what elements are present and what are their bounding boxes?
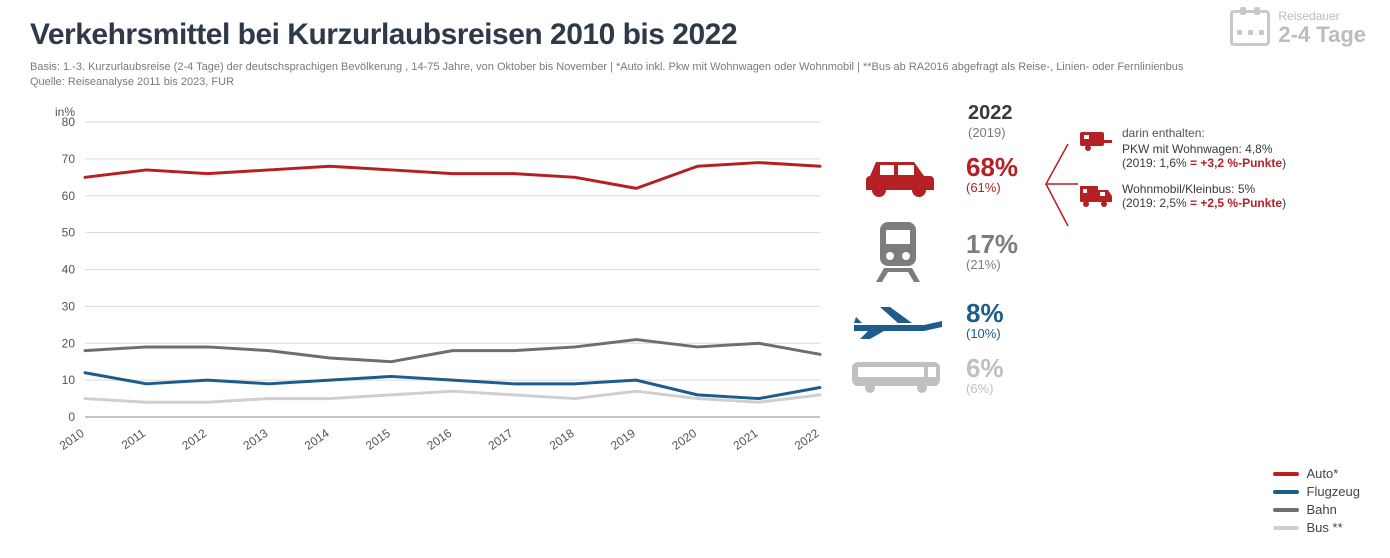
detail-a-line1: PKW mit Wohnwagen: 4,8%: [1122, 142, 1286, 156]
svg-text:40: 40: [62, 263, 76, 277]
auto-detail: darin enthalten: PKW mit Wohnwagen: 4,8%…: [1078, 126, 1286, 222]
legend-swatch: [1273, 472, 1299, 476]
badge-value: 2-4 Tage: [1278, 23, 1366, 46]
detail-b-line1: Wohnmobil/Kleinbus: 5%: [1122, 182, 1286, 196]
legend: Auto* Flugzeug Bahn Bus **: [1273, 466, 1360, 538]
legend-swatch: [1273, 508, 1299, 512]
summary-value-auto: 68%: [966, 154, 1036, 180]
svg-text:2021: 2021: [731, 426, 761, 453]
svg-text:in%: in%: [55, 105, 75, 119]
svg-text:50: 50: [62, 226, 76, 240]
svg-text:30: 30: [62, 300, 76, 314]
svg-text:20: 20: [62, 337, 76, 351]
summary-row-bus: 6%(6%): [848, 355, 1360, 396]
summary-year: 2022: [968, 102, 1360, 125]
svg-text:2022: 2022: [792, 426, 822, 453]
svg-text:60: 60: [62, 189, 76, 203]
svg-text:2017: 2017: [486, 426, 516, 453]
detail-a-post: ): [1282, 156, 1286, 170]
legend-label: Flugzeug: [1307, 484, 1360, 499]
plane-icon: [848, 301, 948, 341]
svg-text:2018: 2018: [547, 426, 577, 453]
calendar-icon: [1230, 10, 1270, 46]
badge-label: Reisedauer: [1278, 10, 1366, 23]
legend-swatch: [1273, 490, 1299, 494]
svg-text:2016: 2016: [424, 426, 454, 453]
svg-text:2010: 2010: [57, 426, 87, 453]
detail-b-pre: (2019: 2,5%: [1122, 196, 1190, 210]
svg-text:0: 0: [68, 410, 75, 424]
bus-icon: [848, 356, 948, 396]
summary-row-bahn: 17%(21%): [848, 216, 1360, 286]
summary-value-bus: 6%: [966, 355, 1036, 381]
car-icon: [848, 146, 948, 202]
svg-text:2013: 2013: [241, 426, 271, 453]
summary-value-flug: 8%: [966, 300, 1036, 326]
duration-badge: Reisedauer 2-4 Tage: [1230, 10, 1366, 46]
svg-text:2020: 2020: [669, 426, 699, 453]
legend-label: Bus **: [1307, 520, 1343, 535]
detail-b-chg: = +2,5 %-Punkte: [1190, 196, 1282, 210]
svg-text:2014: 2014: [302, 426, 332, 453]
svg-text:10: 10: [62, 373, 76, 387]
svg-text:2011: 2011: [119, 426, 148, 452]
summary-value-bahn: 17%: [966, 231, 1036, 257]
detail-heading: darin enthalten:: [1122, 126, 1286, 140]
basis-text: Basis: 1.-3. Kurzurlaubsreise (2-4 Tage)…: [30, 60, 1360, 74]
legend-item-bus: Bus **: [1273, 520, 1360, 535]
legend-label: Auto*: [1307, 466, 1339, 481]
chart-title: Verkehrsmittel bei Kurzurlaubsreisen 201…: [30, 18, 1360, 52]
camper-icon: [1078, 182, 1114, 208]
summary-ref-auto: (61%): [966, 180, 1036, 195]
summary-ref-bus: (6%): [966, 381, 1036, 396]
svg-text:2015: 2015: [363, 426, 393, 453]
detail-a-pre: (2019: 1,6%: [1122, 156, 1190, 170]
svg-text:2019: 2019: [608, 426, 638, 453]
summary-ref-flug: (10%): [966, 326, 1036, 341]
legend-swatch: [1273, 526, 1299, 530]
summary-ref-bahn: (21%): [966, 257, 1036, 272]
detail-b-post: ): [1282, 196, 1286, 210]
legend-item-auto: Auto*: [1273, 466, 1360, 481]
detail-a-chg: = +3,2 %-Punkte: [1190, 156, 1282, 170]
summary-row-flug: 8%(10%): [848, 300, 1360, 341]
legend-item-bahn: Bahn: [1273, 502, 1360, 517]
train-icon: [848, 216, 948, 286]
legend-label: Bahn: [1307, 502, 1337, 517]
svg-text:2012: 2012: [179, 426, 209, 453]
line-chart: 01020304050607080in%20102011201220132014…: [30, 102, 830, 462]
svg-text:70: 70: [62, 152, 76, 166]
legend-item-flugzeug: Flugzeug: [1273, 484, 1360, 499]
source-text: Quelle: Reiseanalyse 2011 bis 2023, FUR: [30, 76, 1360, 88]
caravan-icon: [1078, 126, 1114, 152]
